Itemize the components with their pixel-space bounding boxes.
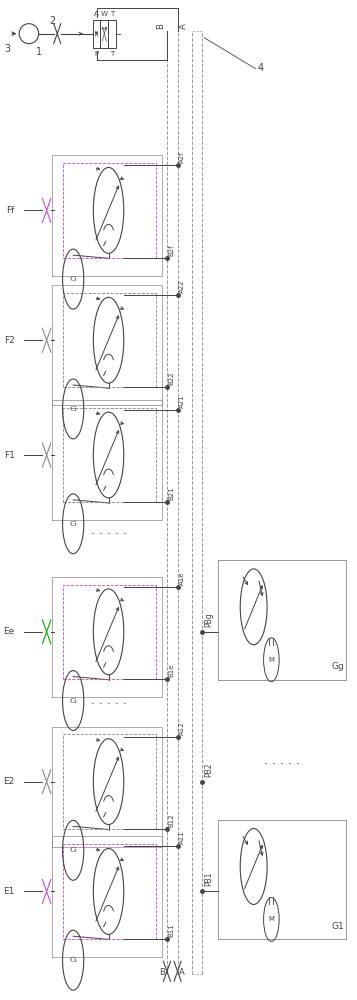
Text: E1: E1 xyxy=(4,887,15,896)
Text: G: G xyxy=(70,697,76,705)
Text: P: P xyxy=(95,51,99,57)
Text: B: B xyxy=(156,23,165,29)
Text: G: G xyxy=(70,956,76,964)
Text: F2: F2 xyxy=(4,336,15,345)
Text: G: G xyxy=(70,275,76,283)
Text: · · · · ·: · · · · · xyxy=(91,528,127,541)
Bar xyxy=(108,20,116,48)
Text: Ff: Ff xyxy=(6,206,15,215)
Text: G: G xyxy=(70,520,76,528)
Text: A21: A21 xyxy=(179,394,185,408)
Text: T: T xyxy=(110,51,114,57)
Text: A: A xyxy=(179,968,185,977)
Text: B21: B21 xyxy=(169,487,175,500)
Text: Ee: Ee xyxy=(4,627,15,636)
Text: A: A xyxy=(94,11,99,17)
Text: W: W xyxy=(101,11,108,17)
Text: Gg: Gg xyxy=(332,662,344,671)
Text: 2: 2 xyxy=(49,16,55,26)
Text: 4: 4 xyxy=(257,63,263,73)
Bar xyxy=(92,20,100,48)
Text: B12: B12 xyxy=(169,813,175,827)
Text: A12: A12 xyxy=(179,721,185,735)
Text: A1e: A1e xyxy=(179,571,185,585)
Text: A: A xyxy=(179,23,188,29)
Text: G1: G1 xyxy=(332,922,344,931)
Text: G: G xyxy=(70,405,76,413)
Text: B2f: B2f xyxy=(169,244,175,256)
Text: M: M xyxy=(268,657,275,663)
Text: PB1: PB1 xyxy=(204,872,213,886)
Bar xyxy=(100,20,108,48)
Text: G: G xyxy=(70,846,76,854)
Text: B11: B11 xyxy=(169,923,175,937)
Text: B1e: B1e xyxy=(169,664,175,677)
Text: 1: 1 xyxy=(36,47,42,57)
Text: · · · · ·: · · · · · xyxy=(264,758,300,771)
Text: A22: A22 xyxy=(179,280,185,293)
Text: B: B xyxy=(159,968,165,977)
Text: PB2: PB2 xyxy=(204,762,213,777)
Text: T: T xyxy=(110,11,114,17)
Text: F1: F1 xyxy=(4,451,15,460)
Text: 3: 3 xyxy=(4,44,10,54)
Text: PBg: PBg xyxy=(204,612,213,627)
Text: A11: A11 xyxy=(179,831,185,844)
Text: A2f: A2f xyxy=(179,152,185,163)
Text: M: M xyxy=(268,916,275,922)
Text: E2: E2 xyxy=(4,777,15,786)
Text: · · · · ·: · · · · · xyxy=(91,698,127,711)
Text: B22: B22 xyxy=(169,372,175,385)
